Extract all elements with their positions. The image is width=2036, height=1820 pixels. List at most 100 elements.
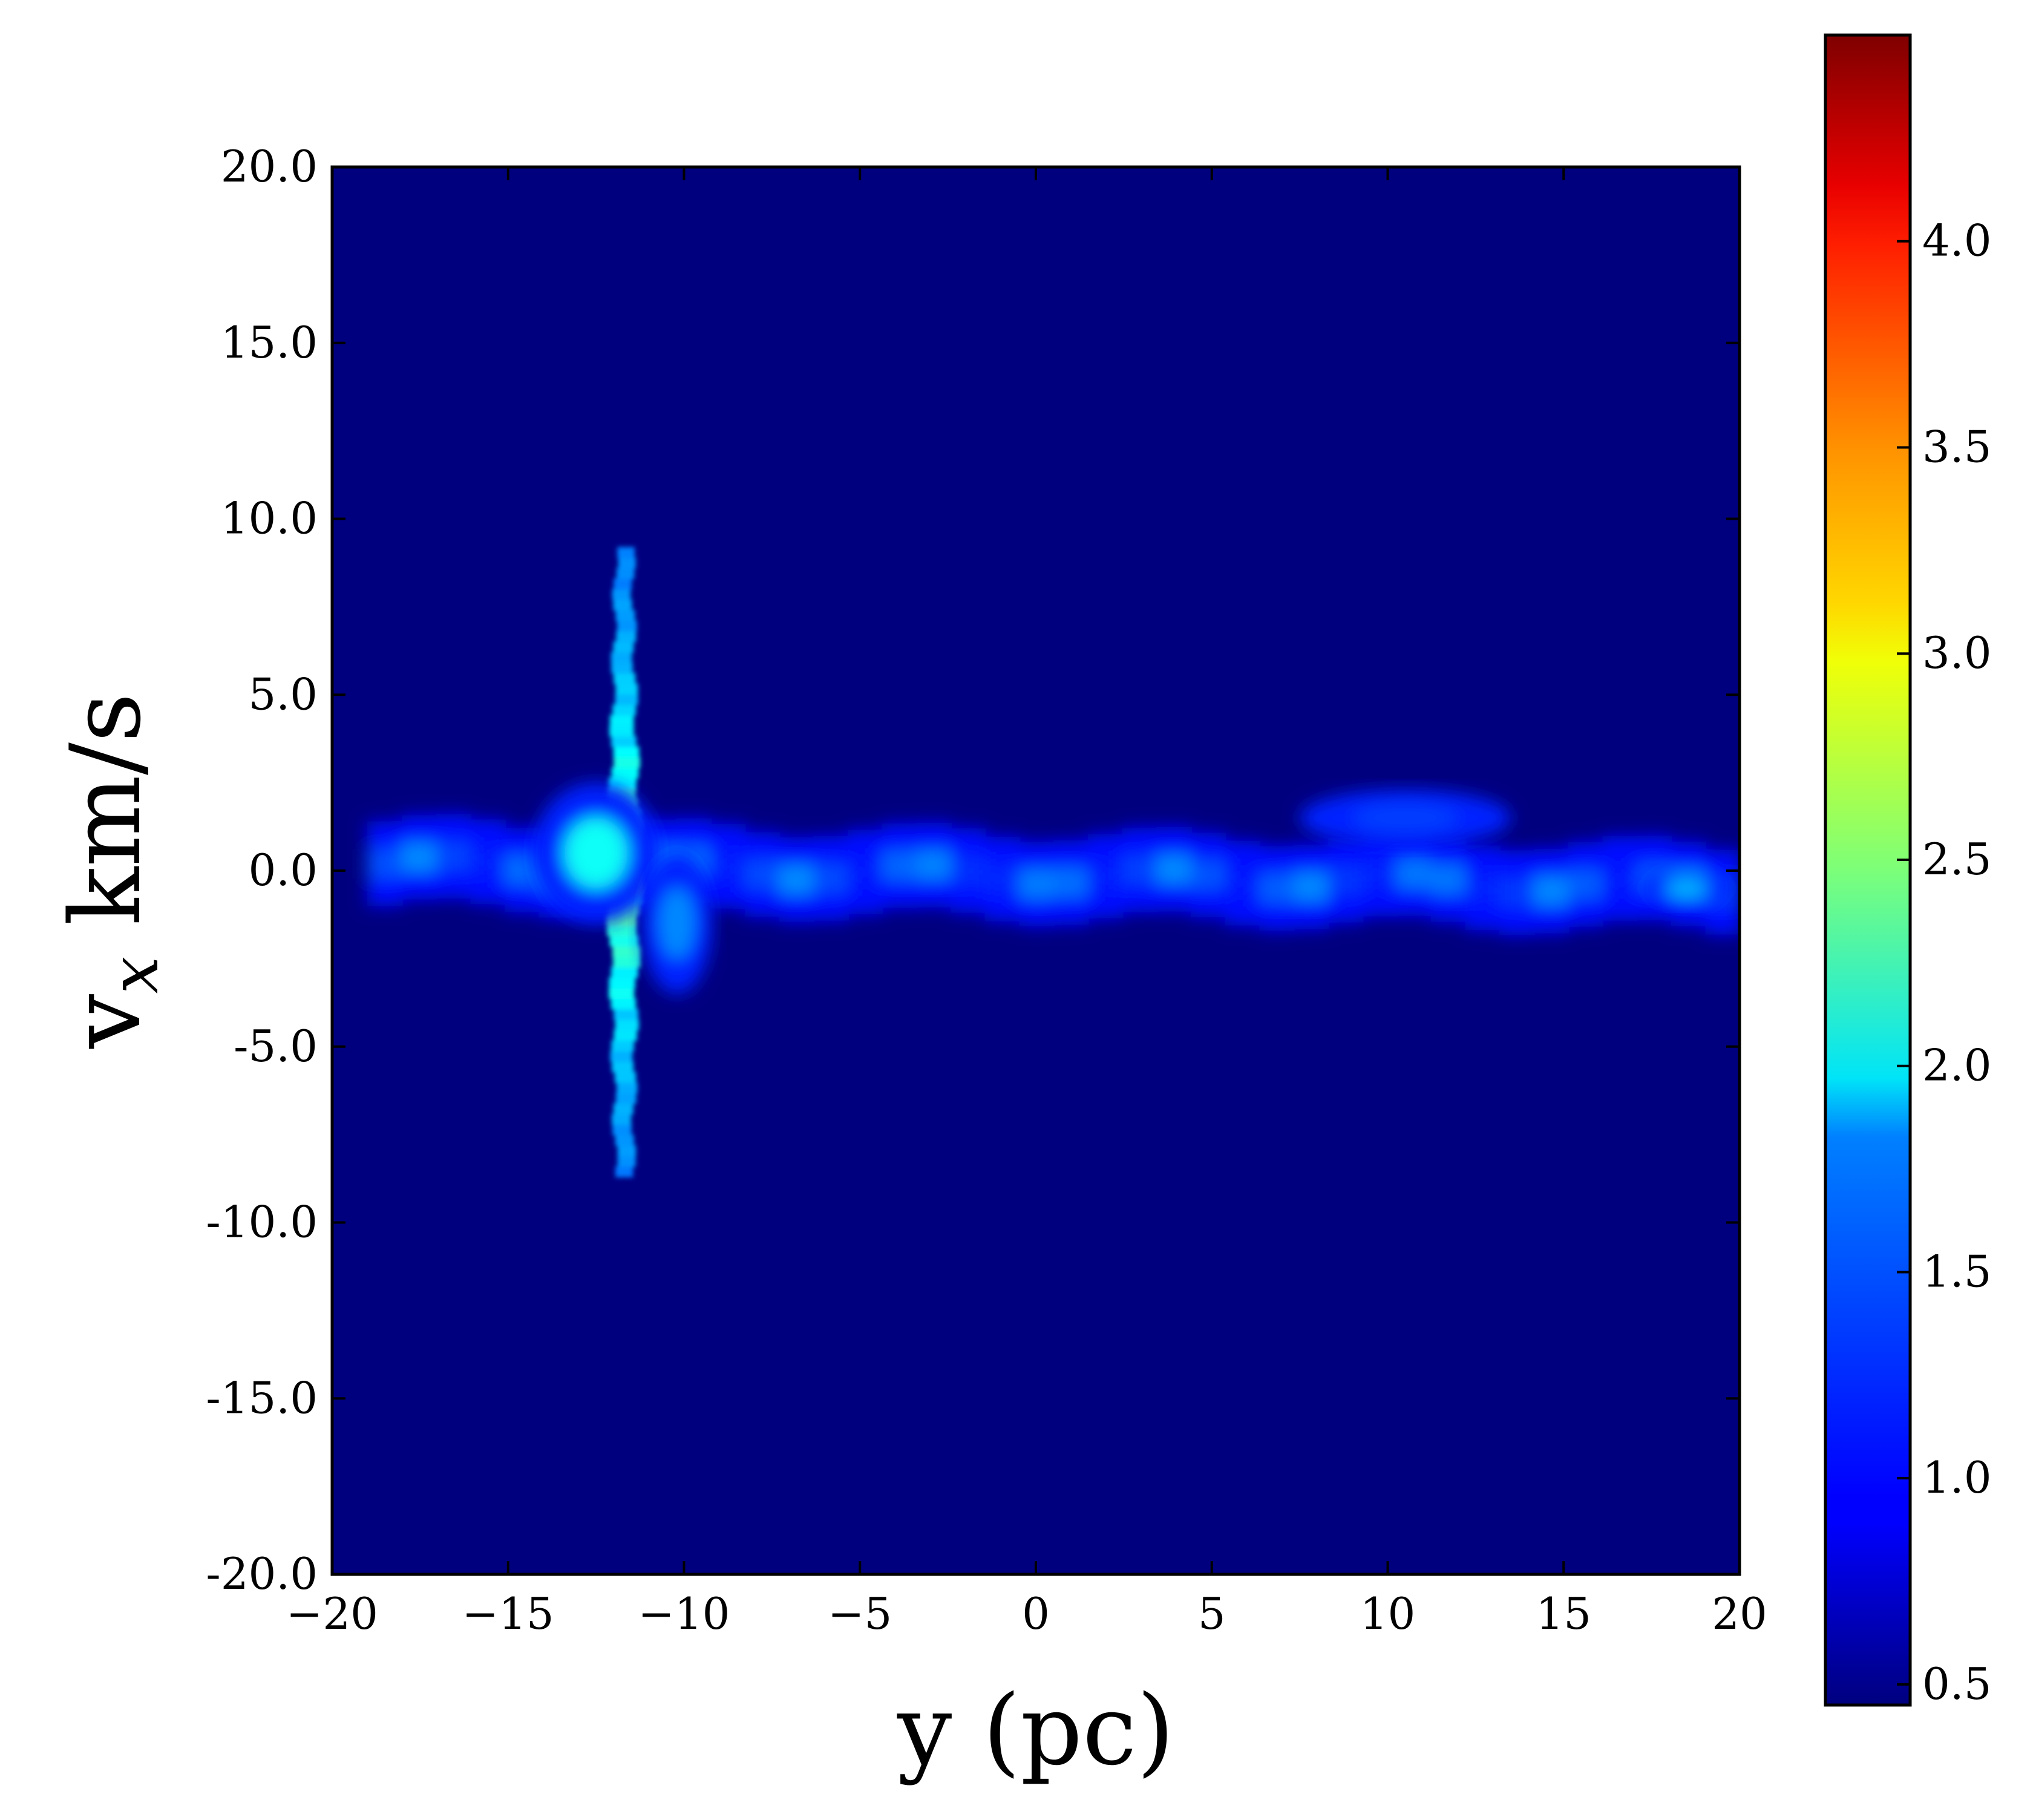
spike-cell — [615, 693, 638, 705]
spike-cell — [617, 547, 635, 558]
filament-core — [436, 841, 472, 871]
spike-cell — [614, 1009, 638, 1020]
filament-core — [1499, 877, 1535, 908]
filament-core — [847, 857, 883, 887]
heatmap-blob — [641, 853, 713, 994]
spike-cell — [613, 1103, 633, 1115]
blob-core — [1352, 804, 1458, 833]
y-tick-label: -5.0 — [234, 1021, 318, 1072]
y-axis-label-units: km/s — [49, 693, 162, 957]
filament-core — [1225, 868, 1261, 899]
y-axis-label-subscript: x — [96, 957, 173, 994]
spike-cell — [613, 746, 640, 758]
x-tick-label: 20 — [1712, 1588, 1767, 1639]
spike-cell — [612, 1124, 632, 1136]
spike-cell — [614, 673, 636, 684]
spike-cell — [613, 956, 641, 967]
colorbar-ticks: 4.0 3.5 3.0 2.5 2.0 1.5 1.0 0.5 — [1897, 215, 1992, 1709]
spike-cell — [611, 736, 637, 747]
y-tick-label: -20.0 — [206, 1548, 318, 1599]
blob-core — [564, 817, 628, 889]
y-tick-label: 5.0 — [248, 669, 318, 719]
filament-core — [1053, 868, 1089, 898]
spike-cell — [615, 1093, 637, 1104]
filament-core — [1156, 854, 1192, 885]
x-axis-ticks: −20 −15 −10 −5 0 5 10 15 20 — [286, 167, 1767, 1639]
spike-cell — [611, 767, 639, 779]
heatmap-layer — [367, 547, 1740, 1177]
colorbar-tick-label: 3.0 — [1922, 627, 1992, 678]
filament-core — [882, 851, 918, 881]
spike-cell — [617, 1156, 636, 1167]
x-tick-label: −20 — [286, 1588, 378, 1639]
colorbar — [1824, 33, 1912, 1707]
y-axis-label-main: v — [49, 994, 162, 1049]
spike-cell — [609, 725, 634, 737]
filament-core — [1327, 865, 1364, 895]
y-tick-label: 10.0 — [221, 493, 318, 544]
colorbar-tick-label: 4.0 — [1922, 215, 1992, 266]
filament-core — [1568, 869, 1604, 900]
x-tick-label: 5 — [1198, 1588, 1226, 1639]
filament-core — [1259, 873, 1295, 903]
spike-cell — [609, 935, 639, 947]
blob-core — [659, 888, 695, 959]
filament-core — [710, 851, 746, 881]
spike-cell — [614, 1030, 637, 1041]
x-tick-label: −5 — [828, 1588, 892, 1639]
spike-cell — [612, 1113, 632, 1125]
spike-cell — [610, 998, 636, 1010]
colorbar-tick-label: 1.0 — [1922, 1452, 1992, 1503]
filament-core — [916, 850, 952, 880]
spike-cell — [615, 610, 635, 621]
filament-core — [813, 863, 849, 894]
y-tick-label: -10.0 — [206, 1197, 318, 1248]
filament-core — [1293, 872, 1329, 902]
heatmap-blob — [1300, 790, 1511, 846]
filament-core — [1190, 860, 1226, 890]
filament-core — [1019, 869, 1055, 899]
spike-cell — [616, 568, 635, 580]
y-tick-label: 15.0 — [221, 317, 318, 368]
spike-cell — [616, 630, 637, 643]
filament-core — [950, 856, 986, 886]
spike-cell — [614, 756, 640, 768]
spike-cell — [612, 704, 637, 716]
spike-cell — [615, 1166, 633, 1177]
spike-cell — [613, 599, 632, 611]
y-axis-ticks: 20.0 15.0 10.0 5.0 0.0 -5.0 -10.0 -15.0 -20.0 — [206, 141, 1740, 1599]
y-tick-label: 0.0 — [248, 845, 318, 895]
filament-core — [984, 864, 1021, 894]
filament-core — [744, 859, 781, 889]
spike-cell — [611, 966, 638, 978]
colorbar-tick-label: 0.5 — [1922, 1658, 1992, 1709]
spike-cell — [611, 662, 633, 674]
spike-cell — [615, 1072, 637, 1083]
y-axis-label: vx km/s — [49, 693, 173, 1049]
x-tick-label: 15 — [1536, 1588, 1591, 1639]
filament-core — [1602, 863, 1638, 894]
colorbar-tick-label: 2.0 — [1922, 1040, 1992, 1091]
spike-cell — [618, 557, 636, 569]
x-tick-label: 0 — [1022, 1588, 1050, 1639]
spike-cell — [615, 1134, 634, 1146]
spike-cell — [617, 1145, 637, 1157]
spike-cell — [609, 977, 635, 989]
spike-cell — [615, 683, 638, 695]
blob-core — [1665, 879, 1708, 897]
x-tick-label: −15 — [462, 1588, 554, 1639]
spike-cell — [612, 1061, 634, 1073]
colorbar-tick-label: 2.5 — [1922, 834, 1992, 885]
x-tick-label: −10 — [638, 1588, 730, 1639]
spike-cell — [610, 1050, 633, 1062]
spike-cell — [617, 1082, 638, 1094]
spike-cell — [617, 620, 637, 632]
filament-core — [1087, 861, 1124, 891]
spike-cell — [611, 1040, 634, 1052]
spike-cell — [610, 652, 632, 663]
x-axis-label: y (pc) — [897, 1674, 1174, 1787]
filament-core — [1396, 859, 1432, 889]
x-tick-label: 10 — [1360, 1588, 1416, 1639]
